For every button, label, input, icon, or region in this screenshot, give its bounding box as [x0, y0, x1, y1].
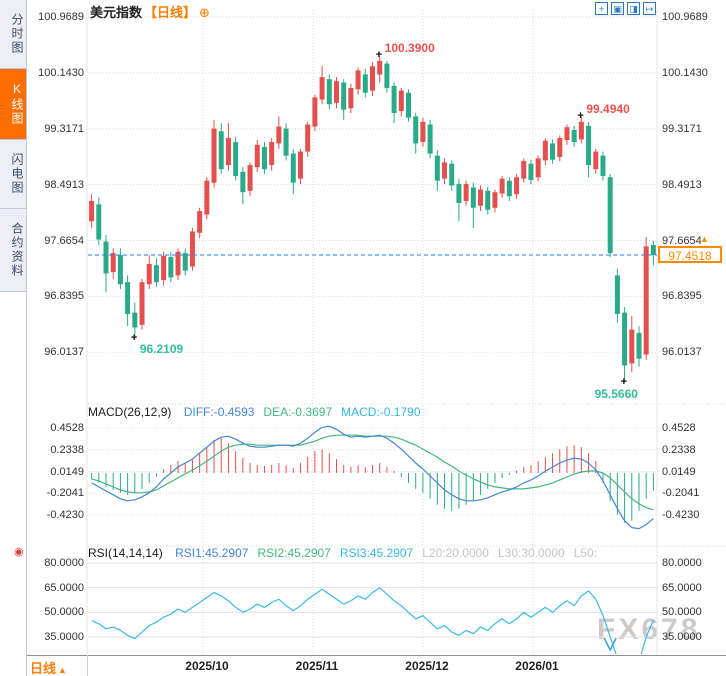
y-axis-label: 0.2338: [50, 443, 84, 456]
chart-toolbar: + ▣ ◨ ↦: [595, 2, 656, 15]
chevron-up-icon: ▲: [58, 665, 67, 675]
price-annotation-high: 100.3900: [384, 41, 435, 56]
y-axis-label: 0.4528: [50, 422, 84, 434]
symbol-name: 美元指数: [90, 5, 143, 20]
indicator-value: L30:30.0000: [497, 546, 565, 560]
xaxis-label-dec: 2025/12: [405, 659, 449, 673]
zoom-area-icon[interactable]: ▣: [611, 2, 624, 15]
y-axis-label: -0.4230: [662, 509, 700, 521]
y-axis-label: 100.1430: [38, 66, 84, 79]
sidebar-tab-lightning[interactable]: 闪电图: [0, 140, 26, 209]
y-axis-label: 96.0137: [662, 346, 702, 359]
indicator-value: RSI2:45.2907: [257, 546, 331, 560]
indicator-value: L20:20.0000: [422, 546, 489, 560]
indicator-value: DIFF:-0.4593: [183, 405, 255, 419]
indicator-value: DEA:-0.3697: [263, 405, 333, 419]
current-price-tag: 97.4518: [658, 245, 722, 263]
period-selector-button[interactable]: 日线 ▲: [30, 661, 67, 676]
chart-scale-icon[interactable]: ◨: [627, 2, 640, 15]
y-axis-label: 99.3171: [662, 122, 702, 135]
y-axis-label: 0.4528: [662, 422, 696, 434]
y-axis-label: 35.0000: [44, 631, 84, 643]
extreme-cross-marker: +: [375, 49, 383, 62]
y-axis-label: -0.2041: [662, 487, 700, 500]
y-axis-label: 80.0000: [662, 557, 702, 569]
rsi-settings-icon[interactable]: ◉: [14, 546, 24, 558]
y-axis-label: 97.6654: [44, 234, 84, 247]
extreme-cross-marker: +: [130, 331, 138, 344]
xaxis-separator: [27, 655, 726, 656]
y-axis-label: -0.4230: [46, 509, 84, 521]
indicator-value: RSI1:45.2907: [175, 546, 249, 560]
panel-collapse-icon[interactable]: ↦: [643, 2, 656, 15]
add-indicator-icon[interactable]: ⊕: [199, 5, 210, 20]
y-axis-label: 99.3171: [44, 122, 84, 135]
chart-title: 美元指数 【日线】 ⊕: [90, 2, 210, 20]
y-axis-label: 0.0149: [50, 465, 84, 478]
price-up-arrow-icon: ▲: [700, 233, 709, 244]
y-axis-label: 0.2338: [662, 443, 696, 456]
fx678-watermark: FX678: [597, 613, 701, 646]
indicator-value: L50:: [573, 546, 598, 560]
xaxis-corner-separator: [87, 655, 88, 676]
indicator-value: MACD:-0.1790: [341, 405, 421, 419]
macd-title: MACD(26,12,9): [88, 405, 172, 419]
sidebar-tab-kline[interactable]: K线图: [0, 69, 26, 140]
period-label: 【日线】: [144, 5, 197, 20]
extreme-cross-marker: +: [620, 375, 628, 388]
y-axis-label: 80.0000: [44, 557, 84, 569]
price-annotation-low: 96.2109: [139, 341, 184, 356]
rsi-title: RSI(14,14,14): [88, 546, 163, 560]
xaxis-label-jan: 2026/01: [515, 659, 559, 673]
y-axis-label: -0.2041: [46, 487, 84, 500]
y-axis-label: 97.6654: [662, 234, 702, 247]
sidebar-tab-contract-info[interactable]: 合约资料: [0, 209, 26, 292]
xaxis-label-oct: 2025/10: [185, 659, 229, 673]
price-annotation-low: 95.5660: [594, 386, 638, 401]
y-axis-label: 100.1430: [662, 66, 708, 79]
y-axis-label: 50.0000: [44, 606, 84, 619]
sidebar-tab-timeshare[interactable]: 分时图: [0, 0, 26, 69]
y-axis-label: 96.0137: [44, 346, 84, 359]
extreme-cross-marker: +: [577, 109, 584, 122]
y-axis-label: 65.0000: [44, 581, 84, 594]
y-axis-label: 98.4913: [44, 178, 84, 191]
y-axis-label: 65.0000: [662, 581, 702, 594]
indicator-value: RSI3:45.2907: [339, 546, 414, 560]
y-axis-label: 100.9689: [38, 11, 84, 23]
xaxis-label-nov: 2025/11: [295, 659, 339, 673]
y-axis-label: 96.8395: [662, 290, 702, 303]
rsi-header[interactable]: RSI(14,14,14) RSI1:45.2907 RSI2:45.2907 RS…: [88, 546, 606, 560]
y-axis-label: 50.0000: [662, 606, 702, 619]
y-axis-label: 98.4913: [662, 178, 702, 191]
y-axis-label: 96.8395: [44, 290, 84, 303]
macd-header[interactable]: MACD(26,12,9) DIFF:-0.4593 DEA:-0.3697 MAC…: [88, 405, 430, 419]
chart-type-sidebar: 分时图 K线图 闪电图 合约资料: [0, 0, 27, 676]
crosshair-icon[interactable]: +: [595, 2, 608, 15]
y-axis-label: 35.0000: [662, 631, 702, 643]
y-axis-label: 100.9689: [662, 11, 708, 23]
y-axis-label: 0.0149: [662, 465, 696, 478]
price-annotation-high: 99.4940: [586, 101, 630, 116]
